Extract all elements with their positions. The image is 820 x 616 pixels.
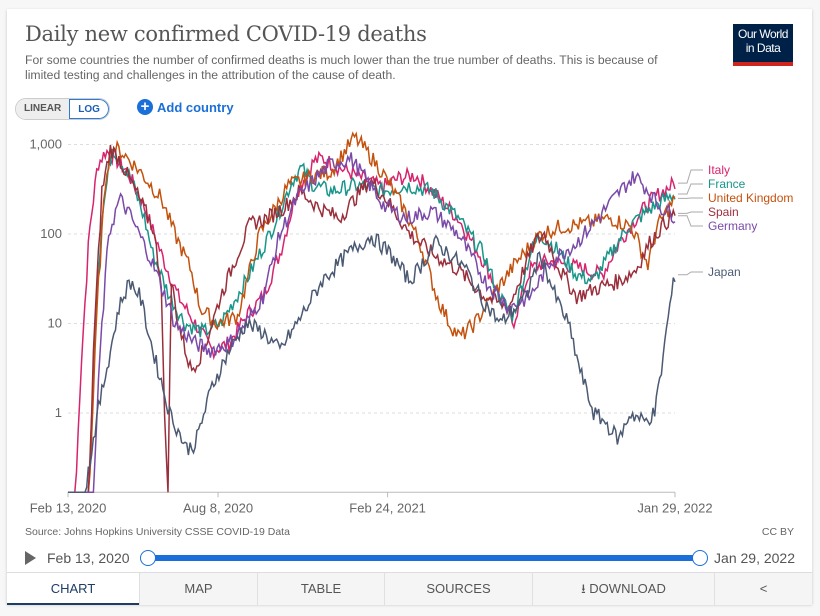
y-tick-label: 1,000 (29, 137, 62, 152)
add-country-label: Add country (157, 99, 234, 115)
license-link[interactable]: CC BY (761, 526, 794, 538)
legend-connector (678, 215, 703, 227)
play-icon[interactable] (25, 551, 36, 565)
y-tick-label: 1 (55, 405, 62, 420)
download-label: DOWNLOAD (589, 581, 666, 596)
timeline-end-handle[interactable] (692, 550, 708, 566)
logo-line1: Our World (738, 27, 788, 41)
chart-card: Daily new confirmed COVID-19 deaths For … (7, 9, 812, 605)
log-button[interactable]: LOG (69, 99, 109, 119)
series-line-france (68, 148, 676, 494)
logo-line2: in Data (745, 41, 781, 55)
timeline-start-label: Feb 13, 2020 (47, 550, 130, 566)
timeline-end-label: Jan 29, 2022 (714, 550, 795, 566)
owid-logo[interactable]: Our World in Data (733, 24, 793, 66)
tab-chart[interactable]: CHART (7, 573, 139, 605)
x-tick-label: Feb 13, 2020 (30, 500, 107, 515)
legend-label-italy: Italy (708, 163, 730, 177)
legend-label-spain: Spain (708, 205, 739, 219)
chart-subtitle: For some countries the number of confirm… (25, 53, 658, 82)
series-line-italy (68, 148, 676, 494)
legend-connector (678, 211, 703, 214)
x-tick-label: Jan 29, 2022 (637, 500, 712, 515)
timeline-track[interactable] (140, 550, 708, 566)
source-link[interactable]: Source: Johns Hopkins University CSSE CO… (25, 526, 290, 538)
timeline: Feb 13, 2020 Jan 29, 2022 (25, 547, 795, 569)
share-button[interactable]: < (714, 573, 812, 605)
plus-icon: + (137, 99, 153, 115)
legend-label-japan: Japan (708, 265, 741, 279)
x-tick-label: Feb 24, 2021 (349, 500, 426, 515)
series-line-japan (68, 233, 676, 494)
y-tick-label: 10 (48, 316, 62, 331)
legend-connector (678, 271, 703, 276)
line-chart: 1,000 100 10 1 Feb 13, 2020 Aug 8, 2020 Feb 24… (29, 131, 793, 515)
tab-download[interactable]: ⭳ DOWNLOAD (532, 573, 714, 605)
series-line-spain (68, 145, 676, 494)
tab-bar: CHART MAP TABLE SOURCES ⭳ DOWNLOAD < (7, 572, 812, 605)
x-tick-label: Aug 8, 2020 (183, 500, 253, 515)
share-icon: < (759, 581, 768, 596)
series-line-germany (68, 152, 676, 494)
add-country-button[interactable]: + Add country (137, 99, 234, 115)
tab-table[interactable]: TABLE (257, 573, 384, 605)
timeline-start-handle[interactable] (140, 550, 156, 566)
chart-title: Daily new confirmed COVID-19 deaths (25, 22, 427, 46)
legend-label-united-kingdom: United Kingdom (708, 191, 793, 205)
scale-toggle[interactable]: LINEAR LOG (15, 98, 110, 120)
legend-connector (678, 169, 703, 184)
linear-button[interactable]: LINEAR (16, 99, 70, 119)
tab-map[interactable]: MAP (139, 573, 257, 605)
legend-label-germany: Germany (708, 219, 757, 233)
tab-sources[interactable]: SOURCES (384, 573, 532, 605)
download-icon: ⭳ (581, 581, 590, 596)
y-tick-label: 100 (40, 226, 62, 241)
legend-connector (678, 183, 703, 195)
series-line-united-kingdom (68, 131, 676, 494)
legend-label-france: France (708, 177, 746, 191)
